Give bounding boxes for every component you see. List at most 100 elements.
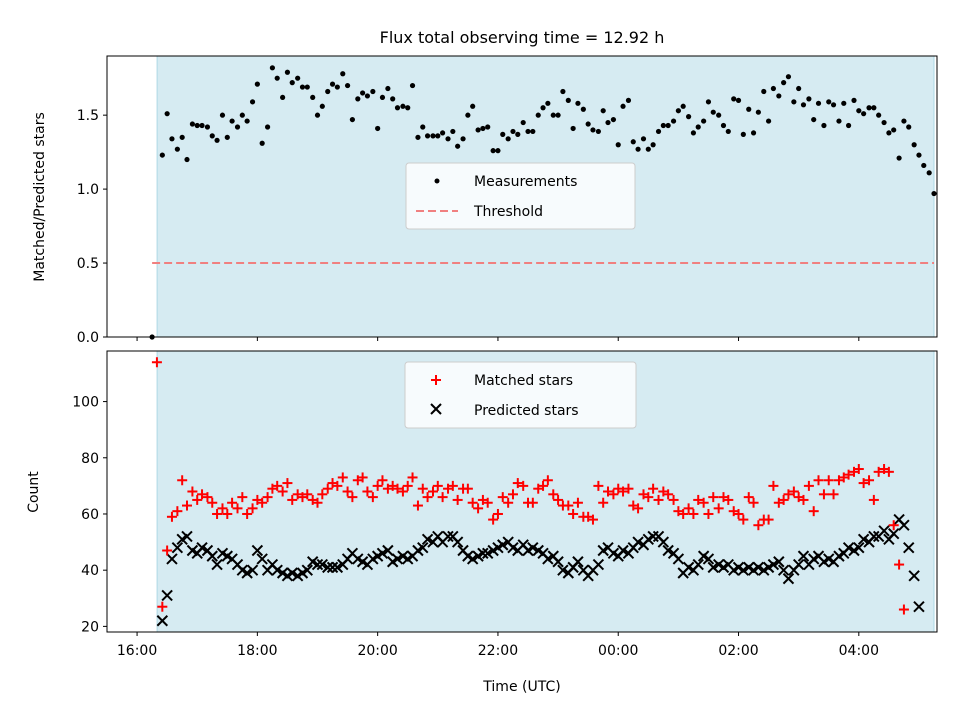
measurement-point xyxy=(815,100,822,106)
matched-star-point xyxy=(883,466,894,477)
matched-star-point xyxy=(427,486,438,497)
matched-star-point xyxy=(873,466,884,477)
matched-star-point xyxy=(447,480,458,491)
matched-star-point xyxy=(703,508,714,519)
count-ytick-label: 60 xyxy=(81,507,99,523)
legend-predicted-marker xyxy=(430,403,442,415)
matched-star-point xyxy=(688,508,699,519)
predicted-star-point xyxy=(451,536,464,548)
measurement-point xyxy=(630,139,636,145)
measurement-point xyxy=(916,152,922,158)
measurement-point xyxy=(174,146,180,152)
measurement-point xyxy=(901,118,907,124)
measurement-point xyxy=(856,108,862,114)
legend-measurements-marker xyxy=(434,178,440,184)
measurement-point xyxy=(420,124,426,130)
legend-measurements-label: Measurements xyxy=(474,174,577,190)
measurement-point xyxy=(841,100,847,106)
measurement-point xyxy=(921,162,927,169)
measurement-point xyxy=(926,170,932,176)
matched-star-point xyxy=(503,497,514,508)
predicted-star-point xyxy=(773,556,785,568)
measurement-point xyxy=(244,118,250,124)
measurement-point xyxy=(179,134,185,140)
predicted-star-point xyxy=(707,561,719,574)
measurement-point xyxy=(375,125,381,132)
predicted-star-point xyxy=(211,558,223,571)
measurement-point xyxy=(655,128,662,135)
measurement-point xyxy=(490,148,496,154)
time-xtick-label: 00:00 xyxy=(598,643,638,659)
measurement-point xyxy=(495,148,501,154)
matched-star-point xyxy=(247,503,258,514)
measurement-point xyxy=(259,140,265,146)
predicted-star-point xyxy=(702,553,715,565)
counts-legend-box xyxy=(404,361,637,429)
matched-star-point xyxy=(894,559,905,570)
measurement-point xyxy=(701,118,707,124)
predicted-star-point xyxy=(592,558,605,571)
predicted-star-point xyxy=(777,564,790,576)
matched-star-point xyxy=(813,475,824,486)
matched-star-point xyxy=(748,497,759,508)
measurement-point xyxy=(570,125,576,132)
measurement-point xyxy=(214,137,220,143)
measurement-point xyxy=(746,106,752,112)
measurement-point xyxy=(470,103,476,109)
measurement-point xyxy=(821,122,827,129)
measurement-point xyxy=(535,112,541,118)
measurement-point xyxy=(500,131,506,137)
measurement-point xyxy=(515,131,521,137)
measurement-point xyxy=(264,124,271,130)
predicted-star-point xyxy=(797,550,810,562)
measurement-point xyxy=(886,130,892,136)
predicted-star-point xyxy=(552,556,564,568)
measurement-point xyxy=(580,106,586,112)
matched-star-point xyxy=(823,475,834,486)
matched-star-point xyxy=(507,489,518,500)
predicted-star-point xyxy=(301,564,313,576)
predicted-star-point xyxy=(868,530,880,543)
predicted-star-point xyxy=(752,561,765,574)
matched-star-point xyxy=(648,483,659,494)
time-xtick-label: 16:00 xyxy=(117,643,157,659)
matched-star-point xyxy=(392,483,403,494)
measurement-point xyxy=(605,119,611,126)
matched-star-point xyxy=(708,492,719,503)
matched-star-point xyxy=(663,489,674,500)
legend-threshold-label: Threshold xyxy=(473,204,543,220)
matched-star-point xyxy=(518,480,529,491)
measurement-point xyxy=(254,81,260,87)
matched-star-point xyxy=(282,478,293,489)
measurement-point xyxy=(445,136,451,142)
matched-star-point xyxy=(553,494,564,505)
matched-star-point xyxy=(332,480,343,491)
count-ytick-label: 20 xyxy=(81,619,99,635)
legend-predicted-label: Predicted stars xyxy=(474,403,579,419)
ratio-legend: Measurements Threshold xyxy=(405,162,636,230)
predicted-star-point xyxy=(913,601,925,613)
predicted-star-point xyxy=(842,541,855,554)
measurement-point xyxy=(385,85,391,92)
matched-star-point xyxy=(367,492,378,503)
measurement-point xyxy=(645,146,651,152)
measurement-point xyxy=(720,122,727,129)
measurement-point xyxy=(735,97,742,103)
measurement-point xyxy=(159,152,165,158)
matched-star-point xyxy=(653,494,664,505)
measurement-point xyxy=(695,124,701,130)
measurement-point xyxy=(911,142,917,148)
measurement-point xyxy=(409,82,416,89)
matched-star-point xyxy=(788,486,799,497)
matched-star-point xyxy=(587,514,598,525)
measurement-point xyxy=(349,116,355,123)
time-xlabel: Time (UTC) xyxy=(482,679,560,695)
measurement-point xyxy=(680,103,686,109)
matched-star-point xyxy=(858,478,869,489)
measurement-point xyxy=(755,109,761,115)
measurement-point xyxy=(560,88,566,95)
matched-star-point xyxy=(723,494,734,505)
measurement-point xyxy=(565,97,571,103)
measurement-point xyxy=(796,85,802,92)
matched-star-point xyxy=(337,472,348,483)
